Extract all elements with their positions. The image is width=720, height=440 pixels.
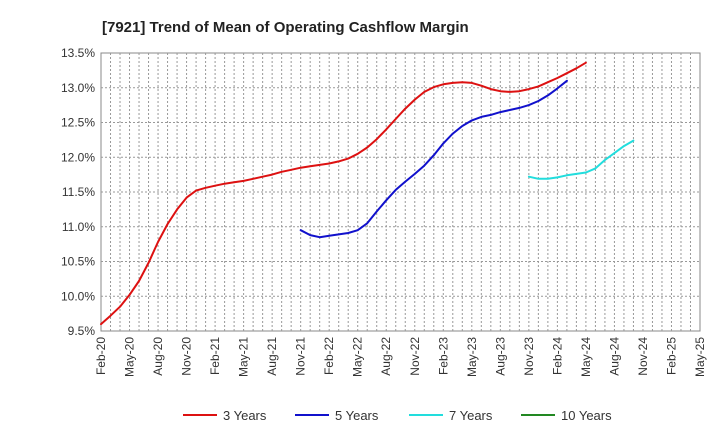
y-axis: 9.5% 10.0% 10.5% 11.0% 11.5% 12.0% 12.5% 13.0% 1… (61, 46, 95, 338)
x-tick-label: May-24 (579, 337, 593, 377)
x-axis: Feb-20 May-20 Aug-20 Nov-20 Feb-21 May-21 Aug-… (94, 337, 707, 377)
x-tick-label: Nov-23 (522, 337, 536, 376)
y-tick-label: 11.5% (62, 185, 95, 199)
x-tick-label: May-25 (693, 337, 707, 377)
y-tick-label: 12.0% (61, 150, 95, 164)
x-tick-label: Aug-24 (607, 337, 621, 376)
x-tick-label: Aug-23 (493, 337, 507, 376)
legend-label-5-years: 5 Years (335, 408, 379, 423)
y-tick-label: 12.5% (61, 116, 95, 130)
legend-label-7-years: 7 Years (449, 408, 493, 423)
x-tick-label: Feb-20 (94, 337, 108, 375)
x-tick-label: Aug-20 (151, 337, 165, 376)
series-lines (100, 61, 635, 326)
x-tick-label: Nov-22 (408, 337, 422, 376)
y-tick-label: 9.5% (68, 324, 96, 338)
x-tick-label: Feb-22 (322, 337, 336, 375)
x-tick-label: Nov-20 (180, 337, 194, 376)
y-tick-label: 13.0% (61, 81, 95, 95)
y-tick-label: 10.0% (61, 289, 95, 303)
series-line-7-years (527, 139, 635, 180)
x-tick-label: May-23 (465, 337, 479, 377)
legend: 3 Years 5 Years 7 Years 10 Years (183, 408, 612, 423)
x-tick-label: May-21 (237, 337, 251, 377)
x-tick-label: Feb-25 (664, 337, 678, 375)
x-tick-label: Aug-22 (379, 337, 393, 376)
series-line-5-years (299, 79, 568, 239)
x-tick-label: Nov-24 (636, 337, 650, 376)
x-tick-label: Aug-21 (265, 337, 279, 376)
y-tick-label: 13.5% (61, 46, 95, 60)
x-tick-label: Feb-23 (436, 337, 450, 375)
x-tick-label: May-20 (123, 337, 137, 377)
series-line-3-years (100, 61, 587, 326)
y-tick-label: 10.5% (61, 255, 95, 269)
x-tick-label: May-22 (351, 337, 365, 377)
legend-label-3-years: 3 Years (223, 408, 267, 423)
legend-label-10-years: 10 Years (561, 408, 612, 423)
x-tick-label: Nov-21 (294, 337, 308, 376)
chart-title: [7921] Trend of Mean of Operating Cashfl… (102, 19, 469, 36)
y-tick-label: 11.0% (62, 220, 95, 234)
x-tick-label: Feb-21 (208, 337, 222, 375)
plot-area (100, 52, 701, 332)
x-tick-label: Feb-24 (550, 337, 564, 375)
